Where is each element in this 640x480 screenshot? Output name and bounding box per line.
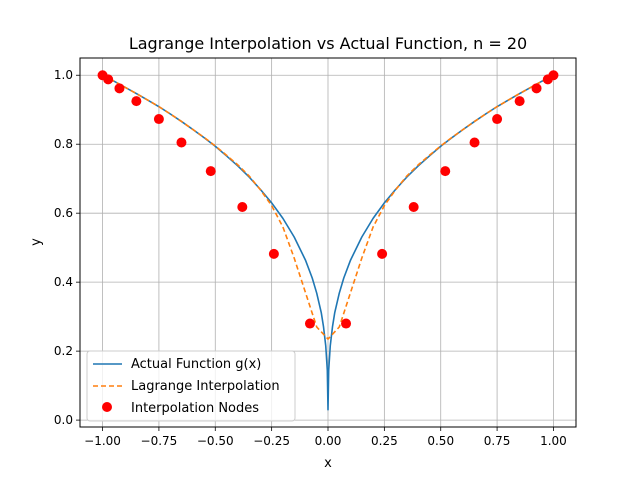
- x-tick-label: 0.25: [371, 434, 398, 448]
- y-ticks: 0.0 0.2 0.4 0.6 0.8 1.0: [54, 68, 80, 427]
- interpolation-node: [237, 201, 248, 212]
- interpolation-node: [377, 248, 388, 259]
- y-tick-label: 0.2: [54, 344, 73, 358]
- y-tick-label: 0.4: [54, 275, 73, 289]
- x-tick-label: 0.50: [427, 434, 454, 448]
- x-tick-label: 1.00: [540, 434, 567, 448]
- y-tick-label: 0.8: [54, 137, 73, 151]
- interpolation-node: [514, 96, 525, 107]
- x-ticks: −1.00 −0.75 −0.50 −0.25 0.00 0.25 0.50 0.75 1.00: [84, 427, 567, 448]
- y-tick-label: 0.6: [54, 206, 73, 220]
- legend-label-lagrange: Lagrange Interpolation: [131, 379, 280, 394]
- legend-label-nodes: Interpolation Nodes: [131, 401, 259, 416]
- x-tick-label: −0.25: [253, 434, 290, 448]
- y-axis-label: y: [29, 238, 44, 246]
- x-tick-label: 0.75: [484, 434, 511, 448]
- interpolation-node: [440, 166, 451, 177]
- interpolation-node: [153, 114, 164, 125]
- x-tick-label: −1.00: [84, 434, 121, 448]
- actual-function-line: [102, 74, 554, 411]
- interpolation-node: [176, 137, 187, 148]
- legend-label-actual: Actual Function g(x): [131, 357, 261, 372]
- x-tick-label: −0.50: [197, 434, 234, 448]
- interpolation-node: [492, 114, 503, 125]
- interpolation-node: [304, 318, 315, 329]
- interpolation-node: [469, 137, 480, 148]
- series-group: [102, 74, 554, 411]
- interpolation-node: [268, 248, 279, 259]
- legend-box: [86, 350, 296, 422]
- interpolation-node: [103, 74, 114, 85]
- interpolation-node: [114, 83, 125, 94]
- interpolation-node: [408, 201, 419, 212]
- interpolation-node: [131, 96, 142, 107]
- chart-title: Lagrange Interpolation vs Actual Functio…: [129, 34, 527, 53]
- x-axis-label: x: [324, 456, 332, 471]
- legend: Actual Function g(x) Lagrange Interpolat…: [86, 350, 296, 422]
- x-tick-label: −0.75: [141, 434, 178, 448]
- interpolation-node: [531, 83, 542, 94]
- y-tick-label: 0.0: [54, 413, 73, 427]
- interpolation-nodes: [97, 70, 559, 329]
- lagrange-interpolation-line: [102, 74, 554, 340]
- interpolation-node: [205, 166, 216, 177]
- legend-marker-nodes: [102, 402, 112, 412]
- x-tick-label: 0.00: [315, 434, 342, 448]
- y-tick-label: 1.0: [54, 68, 73, 82]
- interpolation-node: [341, 318, 352, 329]
- interpolation-node: [548, 70, 559, 81]
